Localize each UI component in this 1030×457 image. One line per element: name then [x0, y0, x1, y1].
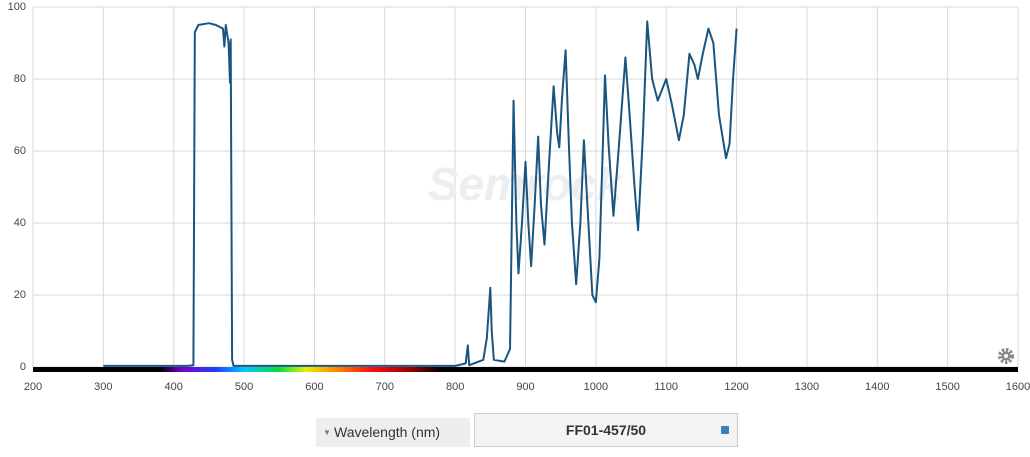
y-tick-label: 0	[20, 361, 26, 373]
filter-selector[interactable]: FF01-457/50	[474, 413, 738, 447]
x-tick-label: 500	[235, 381, 253, 393]
x-tick-label: 1300	[795, 381, 819, 393]
x-tick-label: 1200	[724, 381, 748, 393]
x-tick-label: 1000	[584, 381, 608, 393]
settings-gear[interactable]	[998, 348, 1014, 364]
visible-spectrum	[159, 367, 442, 372]
x-tick-label: 600	[305, 381, 323, 393]
x-tick-label: 700	[376, 381, 394, 393]
save-icon[interactable]	[721, 426, 729, 434]
caret: ▼	[323, 428, 331, 437]
x-tick-label: 1500	[935, 381, 959, 393]
y-tick-label: 100	[8, 1, 26, 13]
y-tick-label: 60	[14, 145, 26, 157]
axis-dropdown[interactable]: ▼ Wavelength (nm)	[316, 418, 470, 447]
x-tick-label: 1400	[865, 381, 889, 393]
spectrum-line	[103, 20, 738, 367]
x-tick-label: 300	[94, 381, 112, 393]
x-tick-label: 1600	[1006, 381, 1030, 393]
y-tick-label: 20	[14, 289, 26, 301]
x-tick-label: 200	[24, 381, 42, 393]
y-tick-label: 80	[14, 73, 26, 85]
spectrum-bar	[33, 367, 1018, 372]
x-tick-label: 900	[516, 381, 534, 393]
x-tick-label: 1100	[654, 381, 678, 393]
x-tick-label: 800	[446, 381, 464, 393]
filter-name: FF01-457/50	[565, 422, 647, 438]
controls: ▼ Wavelength (nm) FF01-457/50	[0, 400, 1030, 457]
y-tick-label: 40	[14, 217, 26, 229]
x-tick-label: 400	[165, 381, 183, 393]
dropdown-label: Wavelength (nm)	[334, 424, 441, 440]
